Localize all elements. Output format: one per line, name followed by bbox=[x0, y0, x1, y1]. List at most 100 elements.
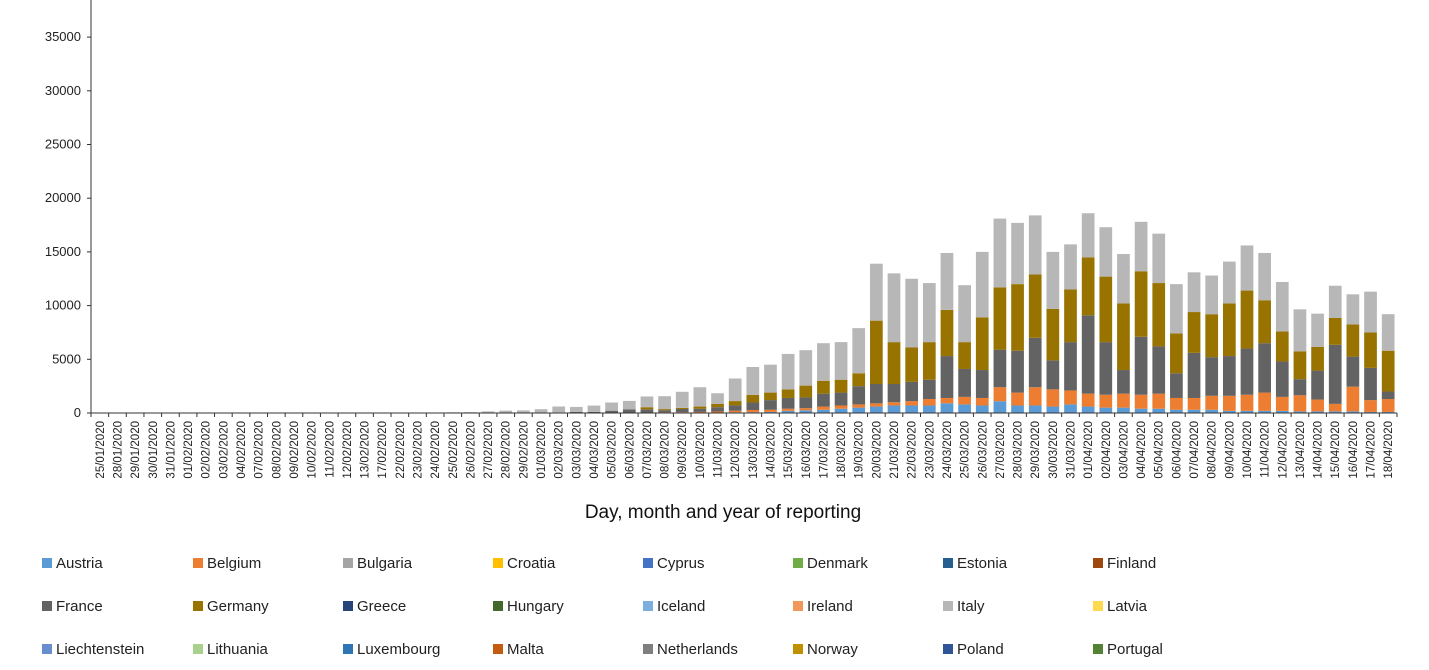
bar-segment bbox=[940, 403, 954, 413]
bar-segment bbox=[1046, 251, 1060, 309]
legend-swatch bbox=[793, 644, 803, 654]
x-tick-label: 15/04/2020 bbox=[1330, 421, 1342, 479]
y-tick-label: 0 bbox=[74, 405, 81, 420]
x-tick-label: 28/01/2020 bbox=[112, 421, 124, 479]
x-tick-label: 13/03/2020 bbox=[748, 421, 760, 479]
bar-segment bbox=[658, 396, 671, 410]
bar-segment bbox=[993, 287, 1007, 350]
bar-segment bbox=[1064, 289, 1077, 343]
legend-swatch bbox=[493, 601, 503, 611]
x-tick-label: 01/04/2020 bbox=[1083, 421, 1095, 479]
bar-segment bbox=[1205, 395, 1219, 410]
bar-segment bbox=[605, 402, 618, 411]
bar-segment bbox=[817, 393, 830, 407]
legend-item: Austria bbox=[42, 555, 103, 572]
legend-label: Germany bbox=[207, 598, 269, 615]
bar-segment bbox=[1275, 410, 1289, 413]
x-tick-label: 06/04/2020 bbox=[1171, 421, 1183, 479]
bar-segment bbox=[1293, 411, 1307, 413]
bar-segment bbox=[640, 407, 654, 410]
bar-segment bbox=[1364, 411, 1377, 413]
bar-segment bbox=[1222, 356, 1236, 396]
bar-segment bbox=[1117, 393, 1130, 408]
x-tick-label: 26/02/2020 bbox=[465, 421, 477, 479]
x-tick-label: 25/02/2020 bbox=[448, 421, 460, 479]
legend-swatch bbox=[1093, 644, 1103, 654]
y-tick-label: 5000 bbox=[52, 351, 81, 366]
bar-segment bbox=[587, 411, 601, 413]
x-tick-label: 24/03/2020 bbox=[942, 421, 954, 479]
bar-segment bbox=[711, 403, 724, 408]
legend-item: Latvia bbox=[1093, 598, 1148, 615]
bar-segment bbox=[1011, 284, 1024, 351]
x-tick-label: 31/03/2020 bbox=[1066, 421, 1078, 479]
bar-segment bbox=[1187, 312, 1201, 353]
x-tick-label: 08/03/2020 bbox=[660, 421, 672, 479]
bar-segment bbox=[622, 409, 636, 413]
bar-segment bbox=[728, 405, 742, 411]
bar-segment bbox=[958, 342, 971, 369]
x-tick-label: 29/01/2020 bbox=[130, 421, 142, 479]
bar-segment bbox=[1275, 396, 1289, 411]
bar-segment bbox=[1364, 367, 1377, 401]
x-tick-label: 15/03/2020 bbox=[783, 421, 795, 479]
bar-segment bbox=[922, 342, 936, 380]
bar-segment bbox=[1364, 332, 1377, 368]
bar-segment bbox=[481, 411, 495, 413]
legend-item: Italy bbox=[943, 598, 985, 615]
legend-swatch bbox=[493, 644, 503, 654]
bar-segment bbox=[693, 411, 707, 413]
legend-item: Bulgaria bbox=[343, 555, 413, 572]
bar-segment bbox=[993, 349, 1007, 388]
legend-label: Norway bbox=[807, 641, 858, 658]
x-tick-label: 14/03/2020 bbox=[765, 421, 777, 479]
bar-segment bbox=[958, 285, 971, 343]
bar-segment bbox=[799, 385, 813, 398]
bar-segment bbox=[764, 364, 777, 393]
legend-label: Liechtenstein bbox=[56, 641, 144, 658]
bar-segment bbox=[887, 384, 901, 403]
legend-swatch bbox=[343, 558, 353, 568]
bar-segment bbox=[1328, 285, 1342, 318]
bar-segment bbox=[1275, 331, 1289, 362]
bar-segment bbox=[852, 386, 866, 405]
legend-swatch bbox=[793, 601, 803, 611]
y-axis: 0 5000 10000 15000 20000 25000 30000 35000 bbox=[45, 0, 92, 420]
bar-segment bbox=[693, 406, 707, 409]
x-tick-label: 04/02/2020 bbox=[236, 421, 248, 479]
x-tick-label: 10/04/2020 bbox=[1242, 421, 1254, 479]
bar-segment bbox=[1346, 324, 1360, 357]
bar-segment bbox=[1258, 252, 1271, 301]
bar-segment bbox=[1381, 314, 1395, 351]
legend-item: Ireland bbox=[793, 598, 853, 615]
y-tick-label: 30000 bbox=[45, 83, 81, 98]
bar-segment bbox=[1134, 336, 1148, 395]
bar-segment bbox=[1099, 227, 1113, 277]
bar-segment bbox=[922, 399, 936, 406]
x-axis: 25/01/2020 28/01/2020 29/01/2020 30/01/2020… bbox=[90, 412, 1398, 479]
legend-label: Greece bbox=[357, 598, 406, 615]
bar-segment bbox=[1187, 409, 1201, 413]
bar-segment bbox=[746, 367, 760, 395]
bar-segment bbox=[1275, 281, 1289, 332]
bar-segment bbox=[975, 251, 989, 318]
legend-item: Poland bbox=[943, 641, 1004, 658]
bar-segment bbox=[764, 392, 777, 401]
bar-segment bbox=[1134, 271, 1148, 337]
legend-label: France bbox=[56, 598, 103, 615]
x-tick-label: 25/01/2020 bbox=[95, 421, 107, 479]
x-tick-label: 13/04/2020 bbox=[1295, 421, 1307, 479]
bar-segment bbox=[1134, 408, 1148, 413]
x-tick-label: 22/03/2020 bbox=[907, 421, 919, 479]
legend-label: Italy bbox=[957, 598, 985, 615]
bar-segment bbox=[746, 409, 760, 413]
x-tick-label: 20/03/2020 bbox=[871, 421, 883, 479]
x-tick-label: 31/01/2020 bbox=[165, 421, 177, 479]
x-tick-label: 12/02/2020 bbox=[342, 421, 354, 479]
x-tick-label: 02/03/2020 bbox=[554, 421, 566, 479]
bar-segment bbox=[1046, 389, 1060, 407]
bar-segment bbox=[1064, 390, 1077, 405]
legend-item: Lithuania bbox=[193, 641, 269, 658]
legend-label: Hungary bbox=[507, 598, 564, 615]
